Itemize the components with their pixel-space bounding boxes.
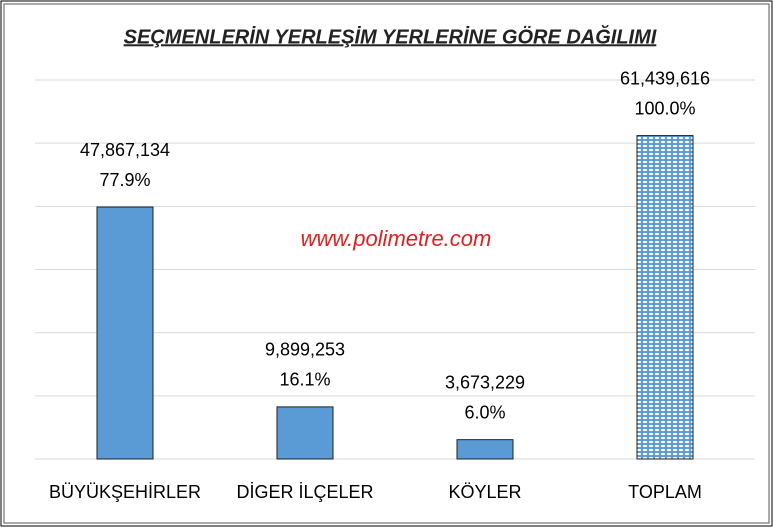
x-tick-label: DİGER İLÇELER [236,482,373,502]
bar [456,439,514,460]
watermark: www.polimetre.com [301,226,492,251]
bar [276,406,334,460]
value-label: 3,673,229 [445,372,525,392]
x-tick-label: TOPLAM [628,482,702,502]
bar [636,135,694,460]
x-tick-label: KÖYLER [448,482,521,502]
percentage-label: 77.9% [99,170,150,190]
percentage-label: 16.1% [279,370,330,390]
percentage-label: 100.0% [634,98,695,118]
value-label: 47,867,134 [80,140,170,160]
x-tick-label: BÜYÜKŞEHİRLER [49,482,201,502]
percentage-label: 6.0% [464,402,505,422]
bar [96,206,154,460]
plot: BÜYÜKŞEHİRLER 47,867,134 77.9% DİGER İLÇELE… [35,68,755,502]
value-label: 9,899,253 [265,340,345,360]
chart-title: SEÇMENLERİN YERLEŞİM YERLERİNE GÖRE DAĞI… [124,24,657,48]
inner-frame [3,3,770,524]
value-label: 61,439,616 [620,68,710,88]
